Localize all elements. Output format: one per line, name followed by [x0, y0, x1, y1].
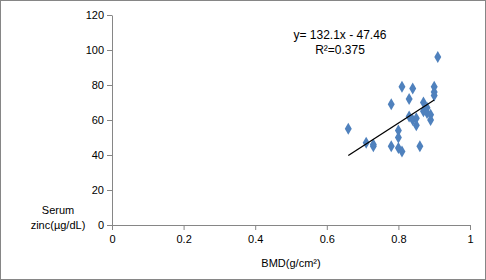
y-tick: 40 [92, 149, 112, 161]
x-tick-mark [255, 225, 256, 230]
x-axis: 0 0.2 0.4 0.6 0.8 1 [109, 225, 473, 245]
y-tick-label: 40 [92, 149, 104, 161]
scatter-point [434, 51, 441, 63]
scatter-point [406, 93, 413, 105]
scatter-point [398, 81, 405, 93]
scatter-point [427, 109, 434, 121]
scatter-point [370, 140, 377, 152]
x-axis-title: BMD(g/cm²) [261, 257, 320, 269]
y-tick: 120 [86, 9, 112, 21]
chart-frame [1, 1, 486, 280]
x-tick-mark [112, 225, 113, 230]
y-tick-label: 120 [86, 9, 104, 21]
x-tick: 0 [109, 225, 115, 245]
y-axis-title: Serum [42, 204, 74, 216]
annotation: y= 132.1x - 47.46 [293, 28, 386, 42]
y-tick-label: 80 [92, 79, 104, 91]
x-tick-label: 0.6 [320, 233, 335, 245]
scatter-point [416, 140, 423, 152]
annotation: R²=0.375 [315, 43, 365, 57]
y-tick-label: 100 [86, 44, 104, 56]
scatter-point [395, 124, 402, 136]
y-tick: 60 [92, 114, 112, 126]
x-tick-label: 0.2 [176, 233, 191, 245]
x-tick: 0.2 [176, 225, 191, 245]
scatter-point [413, 112, 420, 124]
y-tick-mark [107, 15, 112, 16]
x-tick-mark [470, 225, 471, 230]
y-tick-label: 60 [92, 114, 104, 126]
x-tick: 0.4 [248, 225, 263, 245]
scatter-point [409, 82, 416, 94]
x-tick-label: 1 [467, 233, 473, 245]
x-tick-mark [398, 225, 399, 230]
x-tick: 1 [467, 225, 473, 245]
y-tick-label: 0 [98, 219, 104, 231]
y-tick: 100 [86, 44, 112, 56]
x-tick: 0.6 [320, 225, 335, 245]
y-tick-mark [107, 85, 112, 86]
x-tick-mark [327, 225, 328, 230]
y-axis-title: zinc(µg/dL) [31, 219, 86, 231]
scatter-point [345, 123, 352, 135]
plot-area [345, 51, 441, 158]
scatter-point [398, 145, 405, 157]
y-tick: 80 [92, 79, 112, 91]
y-axis-line [112, 16, 113, 226]
trend-line [348, 100, 434, 155]
y-tick: 20 [92, 184, 112, 196]
y-tick-mark [107, 225, 112, 226]
y-tick-label: 20 [92, 184, 104, 196]
x-tick-mark [184, 225, 185, 230]
y-tick-mark [107, 50, 112, 51]
x-tick-label: 0.8 [391, 233, 406, 245]
y-tick-mark [107, 155, 112, 156]
y-tick-mark [107, 120, 112, 121]
chart: 0 0.2 0.4 0.6 0.8 1 0 20 40 60 80 100 120 BMD(g/cm²) S… [0, 0, 486, 280]
y-tick: 0 [98, 219, 112, 231]
x-axis-line [113, 225, 471, 226]
scatter-point [431, 89, 438, 101]
x-tick-label: 0 [109, 233, 115, 245]
scatter-point [388, 140, 395, 152]
y-tick-mark [107, 190, 112, 191]
scatter-point [388, 98, 395, 110]
y-axis: 0 20 40 60 80 100 120 [86, 9, 113, 231]
x-tick: 0.8 [391, 225, 406, 245]
x-tick-label: 0.4 [248, 233, 263, 245]
